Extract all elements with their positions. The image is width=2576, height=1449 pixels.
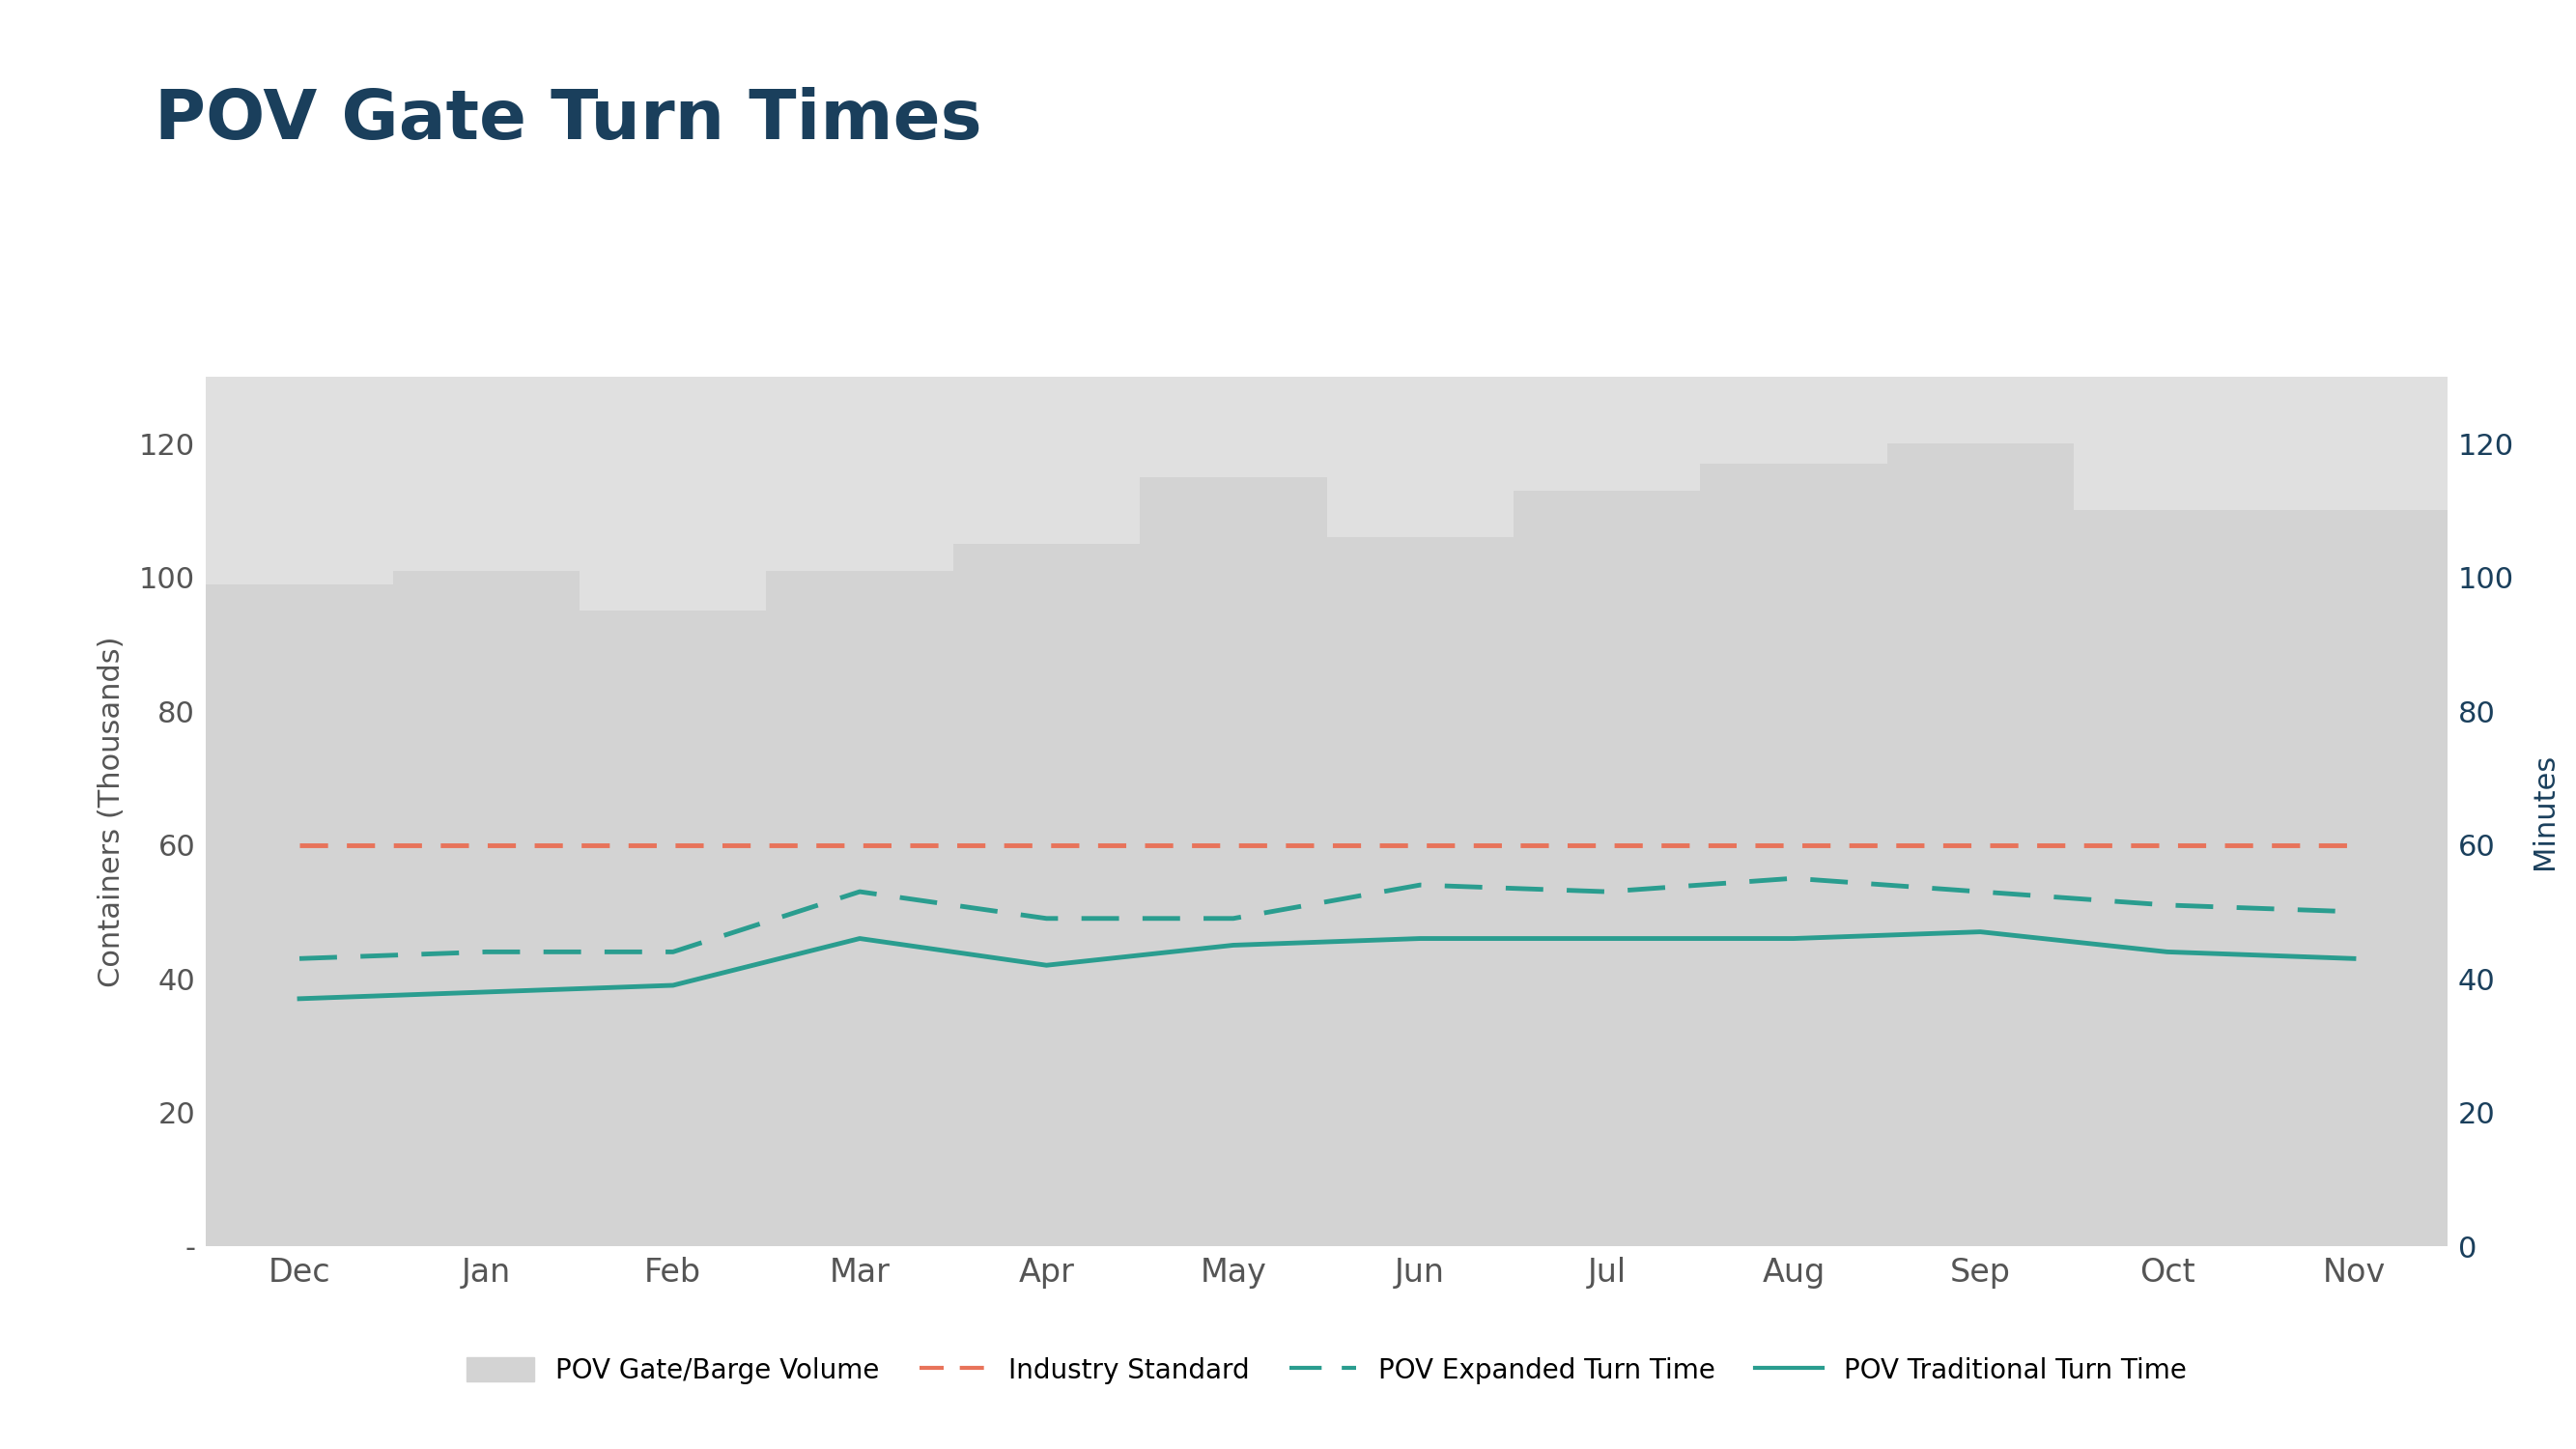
Y-axis label: Containers (Thousands): Containers (Thousands)	[98, 636, 126, 987]
Bar	[1141, 477, 1327, 1246]
Bar	[953, 543, 1141, 1246]
Text: POV Gate Turn Times: POV Gate Turn Times	[155, 87, 981, 154]
Bar	[1700, 464, 1886, 1246]
Bar	[206, 584, 394, 1246]
Bar	[1515, 490, 1700, 1246]
Bar	[768, 571, 953, 1246]
Bar	[394, 571, 580, 1246]
Y-axis label: Minutes: Minutes	[2530, 753, 2558, 869]
Bar	[1327, 538, 1515, 1246]
Legend: POV Gate/Barge Volume, Industry Standard, POV Expanded Turn Time, POV Traditiona: POV Gate/Barge Volume, Industry Standard…	[456, 1346, 2197, 1395]
Bar	[580, 611, 768, 1246]
Bar	[2074, 510, 2262, 1246]
Bar	[1886, 443, 2074, 1246]
Bar	[2262, 510, 2447, 1246]
